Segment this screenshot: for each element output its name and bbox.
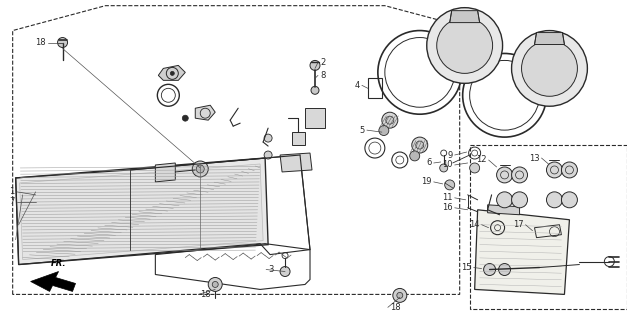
Circle shape: [58, 37, 68, 47]
Circle shape: [436, 18, 492, 73]
Circle shape: [512, 167, 528, 183]
Text: 8: 8: [320, 71, 325, 80]
Circle shape: [561, 162, 577, 178]
Circle shape: [379, 125, 389, 135]
Text: 6: 6: [426, 158, 431, 167]
Circle shape: [280, 267, 290, 276]
Text: 1: 1: [9, 188, 14, 196]
Circle shape: [512, 31, 587, 106]
Text: 12: 12: [476, 156, 487, 164]
Circle shape: [264, 134, 272, 142]
Polygon shape: [195, 105, 215, 120]
Polygon shape: [487, 205, 519, 215]
Circle shape: [521, 41, 577, 96]
Polygon shape: [280, 153, 312, 172]
Text: 13: 13: [529, 154, 539, 163]
Circle shape: [512, 192, 528, 208]
Circle shape: [382, 112, 398, 128]
Circle shape: [445, 180, 455, 190]
Circle shape: [497, 192, 512, 208]
Text: 5: 5: [360, 126, 365, 135]
Text: 19: 19: [421, 177, 431, 187]
Circle shape: [310, 60, 320, 70]
Polygon shape: [31, 271, 75, 292]
Circle shape: [264, 151, 272, 159]
Circle shape: [497, 167, 512, 183]
Polygon shape: [292, 132, 305, 145]
Circle shape: [416, 141, 424, 149]
Text: 17: 17: [513, 220, 524, 229]
Text: 11: 11: [442, 193, 453, 202]
Polygon shape: [475, 210, 570, 294]
Polygon shape: [16, 158, 268, 265]
Circle shape: [393, 288, 407, 302]
Text: 2: 2: [320, 58, 325, 67]
Text: 18: 18: [200, 290, 211, 299]
Polygon shape: [305, 108, 325, 128]
Polygon shape: [450, 11, 480, 23]
Circle shape: [208, 277, 222, 292]
Text: 3: 3: [268, 265, 273, 274]
Text: 10: 10: [442, 160, 453, 170]
Text: 15: 15: [461, 263, 472, 272]
Circle shape: [212, 282, 218, 287]
Circle shape: [427, 8, 502, 83]
Text: 4: 4: [355, 81, 360, 90]
Text: 18: 18: [390, 303, 401, 312]
Text: 7: 7: [9, 197, 14, 206]
Circle shape: [470, 163, 480, 173]
Circle shape: [561, 192, 577, 208]
Circle shape: [409, 151, 420, 161]
Circle shape: [182, 115, 188, 121]
Circle shape: [386, 116, 394, 124]
Circle shape: [440, 164, 448, 172]
Polygon shape: [19, 164, 263, 260]
Circle shape: [397, 292, 403, 298]
Circle shape: [546, 162, 563, 178]
Text: FR.: FR.: [51, 259, 67, 268]
Polygon shape: [534, 33, 565, 44]
Text: 18: 18: [35, 38, 46, 47]
Text: 16: 16: [442, 203, 453, 212]
Text: 14: 14: [469, 220, 480, 229]
Circle shape: [311, 86, 319, 94]
Circle shape: [499, 264, 511, 276]
Circle shape: [546, 192, 563, 208]
Polygon shape: [158, 65, 185, 80]
Polygon shape: [155, 163, 175, 182]
Circle shape: [484, 264, 495, 276]
Circle shape: [170, 71, 175, 76]
Text: 9: 9: [447, 150, 453, 160]
Circle shape: [412, 137, 428, 153]
Circle shape: [197, 165, 204, 173]
Circle shape: [192, 161, 208, 177]
